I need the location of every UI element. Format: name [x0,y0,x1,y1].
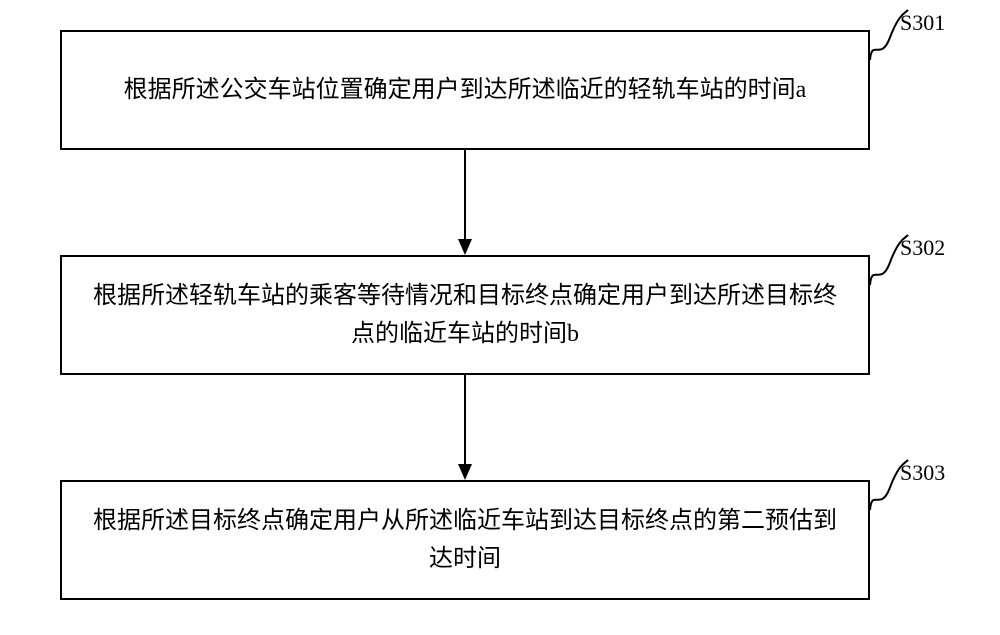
flow-node-text: 根据所述轻轨车站的乘客等待情况和目标终点确定用户到达所述目标终点的临近车站的时间… [82,277,848,354]
flow-node-text: 根据所述目标终点确定用户从所述临近车站到达目标终点的第二预估到达时间 [82,502,848,579]
flow-node-label-n3: S303 [900,460,945,486]
flow-node-text: 根据所述公交车站位置确定用户到达所述临近的轻轨车站的时间a [124,71,807,109]
edge-n2-n3 [455,375,475,480]
flow-node-n3: 根据所述目标终点确定用户从所述临近车站到达目标终点的第二预估到达时间 [60,480,870,600]
flow-node-label-n1: S301 [900,10,945,36]
flow-node-label-n2: S302 [900,235,945,261]
flowchart-canvas: 根据所述公交车站位置确定用户到达所述临近的轻轨车站的时间a S301 根据所述轻轨车… [0,0,1000,635]
flow-node-n2: 根据所述轻轨车站的乘客等待情况和目标终点确定用户到达所述目标终点的临近车站的时间… [60,255,870,375]
edge-n1-n2 [455,150,475,255]
flow-node-n1: 根据所述公交车站位置确定用户到达所述临近的轻轨车站的时间a [60,30,870,150]
